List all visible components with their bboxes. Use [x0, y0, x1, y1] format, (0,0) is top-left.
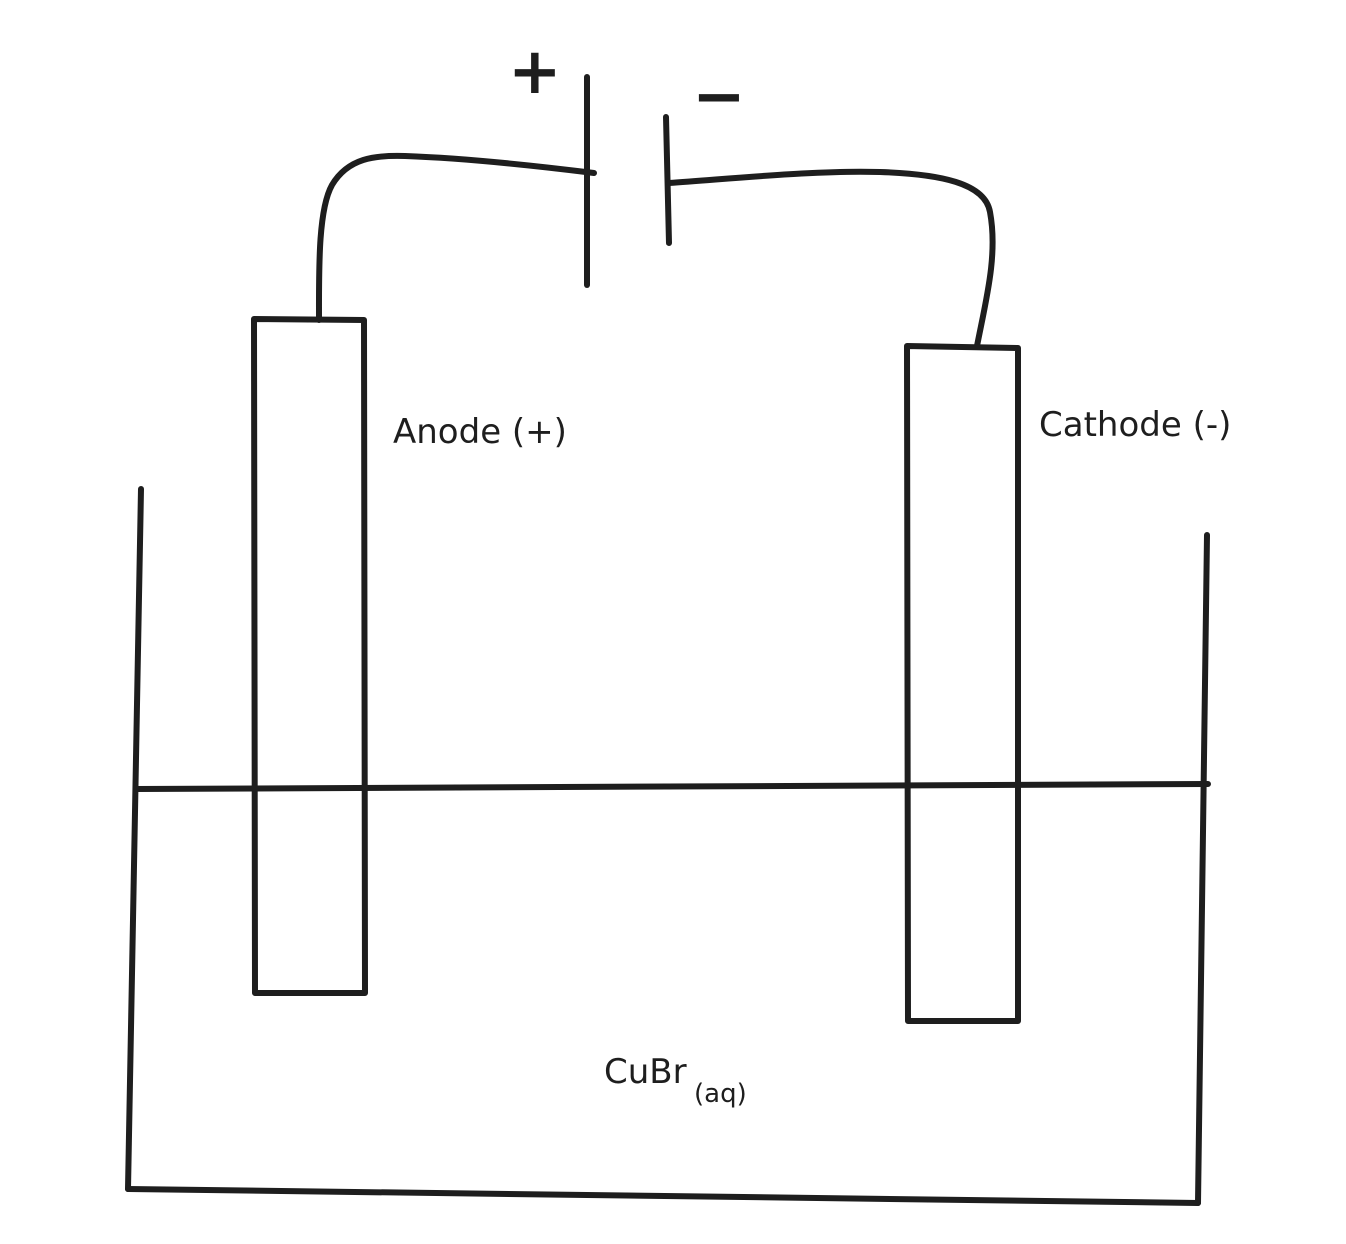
- solution-level-line: [133, 781, 1211, 792]
- cathode-electrode: [904, 343, 1021, 1024]
- wire-anode-to-battery: [315, 152, 597, 323]
- beaker-wall-left: [125, 486, 144, 1192]
- negative-terminal-sign: −: [692, 60, 746, 134]
- beaker-wall-right: [1195, 532, 1210, 1206]
- beaker-bottom: [125, 1186, 1201, 1206]
- cathode-label: Cathode (-): [1039, 405, 1231, 445]
- wire-battery-to-cathode: [666, 168, 996, 349]
- anode-electrode: [251, 316, 368, 996]
- positive-terminal-sign: +: [508, 35, 562, 109]
- battery-negative-plate: [663, 114, 672, 246]
- electrolyte-state: (aq): [694, 1079, 747, 1109]
- anode-label: Anode (+): [393, 412, 567, 452]
- electrolyte-formula: CuBr: [604, 1052, 687, 1092]
